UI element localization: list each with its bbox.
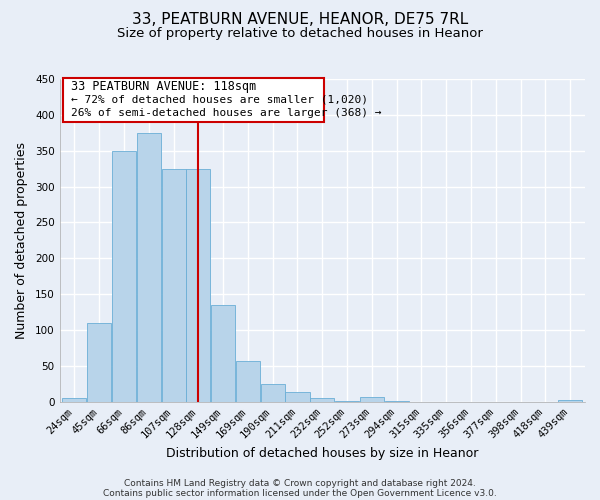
Bar — [211, 305, 235, 402]
Bar — [62, 398, 86, 402]
Bar — [112, 150, 136, 402]
Bar — [558, 400, 582, 402]
Bar — [335, 401, 359, 402]
Text: 33, PEATBURN AVENUE, HEANOR, DE75 7RL: 33, PEATBURN AVENUE, HEANOR, DE75 7RL — [132, 12, 468, 28]
X-axis label: Distribution of detached houses by size in Heanor: Distribution of detached houses by size … — [166, 447, 478, 460]
Text: Contains public sector information licensed under the Open Government Licence v3: Contains public sector information licen… — [103, 488, 497, 498]
Bar — [161, 168, 185, 402]
Text: 26% of semi-detached houses are larger (368) →: 26% of semi-detached houses are larger (… — [71, 108, 381, 118]
Text: 33 PEATBURN AVENUE: 118sqm: 33 PEATBURN AVENUE: 118sqm — [71, 80, 256, 94]
Bar — [87, 322, 111, 402]
Bar — [286, 392, 310, 402]
Bar — [385, 401, 409, 402]
Y-axis label: Number of detached properties: Number of detached properties — [15, 142, 28, 339]
Bar — [187, 168, 211, 402]
FancyBboxPatch shape — [63, 78, 323, 122]
Text: ← 72% of detached houses are smaller (1,020): ← 72% of detached houses are smaller (1,… — [71, 95, 368, 105]
Bar — [137, 133, 161, 402]
Text: Contains HM Land Registry data © Crown copyright and database right 2024.: Contains HM Land Registry data © Crown c… — [124, 478, 476, 488]
Bar — [260, 384, 285, 402]
Bar — [310, 398, 334, 402]
Bar — [236, 360, 260, 402]
Text: Size of property relative to detached houses in Heanor: Size of property relative to detached ho… — [117, 28, 483, 40]
Bar — [360, 398, 384, 402]
